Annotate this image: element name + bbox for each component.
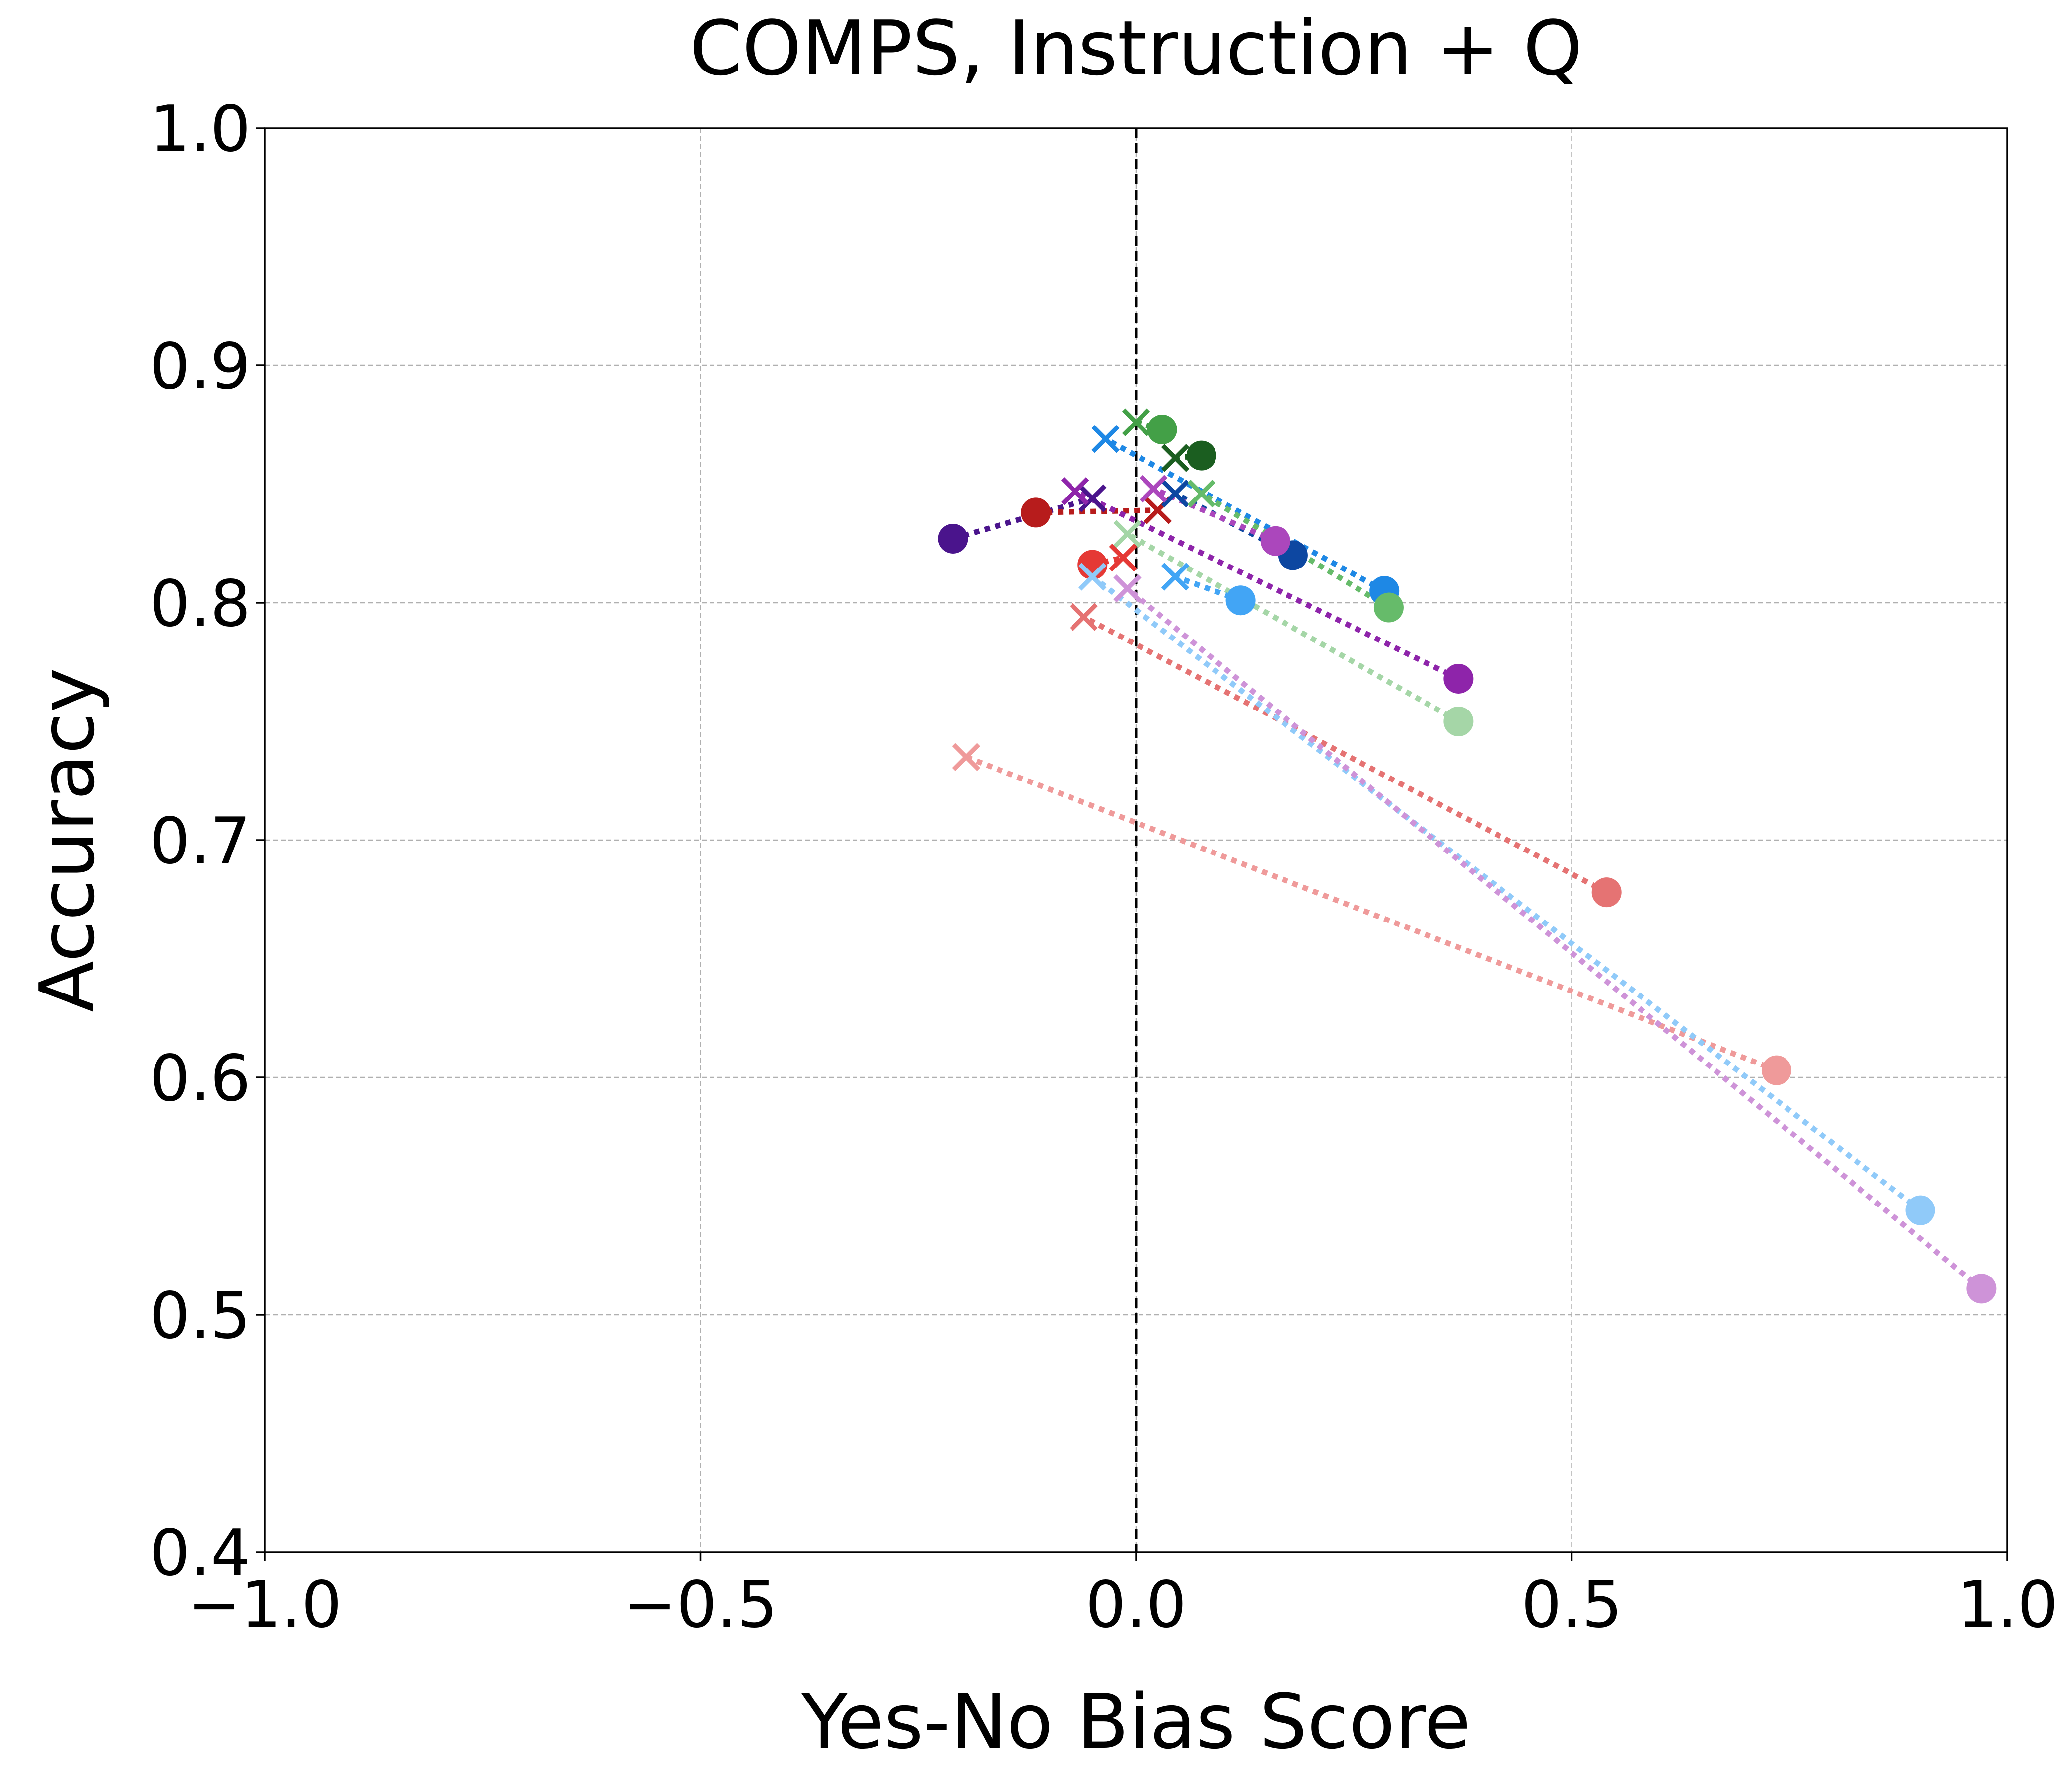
circle-marker: [1373, 592, 1404, 623]
x-tick-label: 0.5: [1521, 1568, 1623, 1642]
y-tick-label: 0.6: [149, 1042, 251, 1116]
x-marker-stroke: [1061, 477, 1089, 505]
x-marker: [1113, 574, 1142, 603]
y-tick-label: 1.0: [149, 92, 251, 166]
circle-marker: [938, 523, 968, 554]
series-line: [1036, 507, 1158, 515]
x-marker-stroke: [1122, 408, 1150, 436]
circle-marker: [1186, 440, 1216, 471]
series-markers: [938, 408, 1997, 1304]
series-line: [1126, 531, 1460, 724]
x-marker-stroke: [952, 743, 980, 771]
y-tick-label: 0.7: [149, 804, 251, 878]
x-marker-stroke: [1070, 603, 1098, 631]
circle-marker: [1443, 663, 1474, 694]
x-marker-stroke: [1113, 574, 1142, 603]
series-line: [1104, 436, 1386, 593]
x-tick-label: 1.0: [1957, 1568, 2058, 1642]
ticks: −1.0 −0.5 0.0 0.5 1.0 0.4 0.5 0.6 0.7 0.8 0.9 1.0: [149, 92, 2058, 1642]
x-marker: [1139, 475, 1168, 503]
circle-marker: [1905, 1195, 1935, 1225]
series-line: [965, 754, 1778, 1073]
circle-marker: [1761, 1055, 1791, 1085]
x-marker-stroke: [1091, 425, 1120, 453]
x-marker-stroke: [1139, 475, 1168, 503]
x-tick-label: −0.5: [623, 1568, 778, 1642]
x-marker: [1161, 444, 1190, 472]
circle-marker: [1225, 585, 1256, 616]
x-marker: [1109, 543, 1137, 572]
y-tick-label: 0.9: [149, 330, 251, 404]
x-marker-stroke: [1078, 484, 1107, 512]
x-marker-stroke: [1078, 563, 1107, 591]
x-tick-label: 0.0: [1085, 1568, 1187, 1642]
circle-marker: [1966, 1274, 1997, 1304]
circle-marker: [1591, 877, 1622, 908]
y-tick-label: 0.4: [149, 1516, 251, 1590]
x-marker: [1161, 479, 1190, 508]
x-marker-stroke: [1161, 563, 1190, 591]
x-marker: [1122, 408, 1150, 436]
x-marker: [1070, 603, 1098, 631]
x-marker: [1078, 484, 1107, 512]
x-tick-label: −1.0: [188, 1568, 342, 1642]
x-marker-stroke: [1187, 479, 1215, 508]
series-line: [1082, 614, 1608, 895]
x-marker: [1187, 479, 1215, 508]
x-marker-stroke: [1109, 543, 1137, 572]
circle-marker: [1021, 497, 1051, 528]
x-marker: [952, 743, 980, 771]
y-axis-label: Accuracy: [23, 668, 111, 1012]
x-marker-stroke: [1161, 479, 1190, 508]
x-marker: [1078, 563, 1107, 591]
circle-marker: [1260, 526, 1290, 556]
y-tick-label: 0.8: [149, 567, 251, 641]
x-marker-stroke: [1113, 520, 1142, 548]
x-axis-label: Yes-No Bias Score: [801, 1678, 1471, 1766]
x-marker: [1161, 563, 1190, 591]
circle-marker: [1147, 415, 1177, 445]
circle-marker: [1443, 707, 1474, 736]
x-marker-stroke: [1161, 444, 1190, 472]
series-line: [1125, 586, 1983, 1291]
series-layer: [938, 408, 1997, 1304]
series-line: [952, 496, 1093, 542]
x-marker: [1091, 425, 1120, 453]
x-marker: [1061, 477, 1089, 505]
chart-title: COMPS, Instruction + Q: [690, 4, 1583, 92]
x-marker: [1113, 520, 1142, 548]
y-tick-label: 0.5: [149, 1279, 251, 1353]
